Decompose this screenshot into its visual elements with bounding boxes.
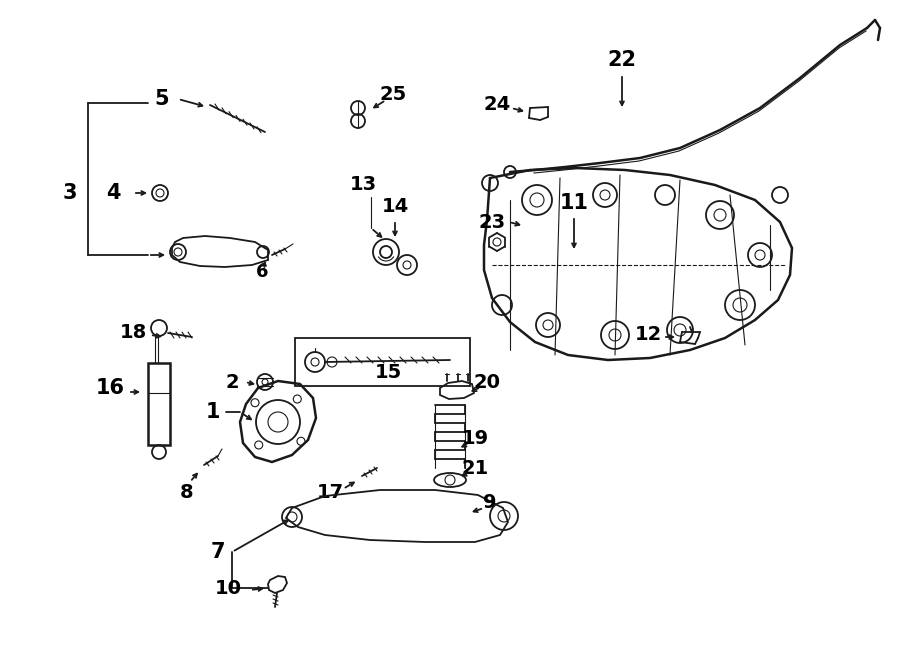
Text: 15: 15 <box>374 362 401 381</box>
Bar <box>148 363 170 445</box>
Bar <box>295 338 470 386</box>
Text: 10: 10 <box>214 578 241 598</box>
Text: 3: 3 <box>63 183 77 203</box>
Text: 20: 20 <box>473 373 500 391</box>
Text: 14: 14 <box>382 198 409 217</box>
Text: 7: 7 <box>211 542 225 562</box>
Text: 8: 8 <box>180 483 194 502</box>
Text: 5: 5 <box>155 89 169 109</box>
Text: 6: 6 <box>256 263 268 281</box>
Text: 2: 2 <box>225 373 238 391</box>
Text: 19: 19 <box>462 428 489 447</box>
Text: 17: 17 <box>317 483 344 502</box>
Text: 25: 25 <box>380 85 407 104</box>
Text: 4: 4 <box>106 183 121 203</box>
Text: 22: 22 <box>608 50 636 70</box>
Text: 18: 18 <box>120 323 147 342</box>
Text: 24: 24 <box>483 95 510 114</box>
Text: 23: 23 <box>479 212 506 231</box>
Text: 9: 9 <box>483 494 497 512</box>
Text: 1: 1 <box>206 402 220 422</box>
Text: 13: 13 <box>349 176 376 194</box>
Text: 16: 16 <box>95 378 124 398</box>
Text: 21: 21 <box>462 459 489 477</box>
Text: 12: 12 <box>634 325 662 344</box>
Text: 11: 11 <box>560 193 589 213</box>
